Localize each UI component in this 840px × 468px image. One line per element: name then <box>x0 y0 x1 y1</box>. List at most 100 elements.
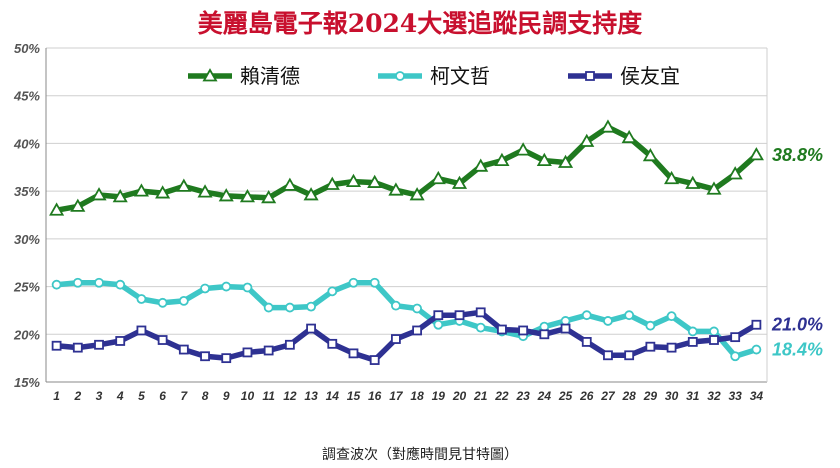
data-point <box>518 325 529 336</box>
data-point <box>263 345 274 356</box>
end-value-label: 38.8% <box>772 145 823 165</box>
data-point <box>136 294 147 304</box>
x-tick-label: 6 <box>159 389 166 403</box>
legend-label: 賴清德 <box>240 64 300 88</box>
data-point <box>433 319 444 330</box>
x-tick-label: 3 <box>96 389 103 403</box>
x-tick-label: 31 <box>686 389 700 403</box>
data-point <box>709 335 719 345</box>
data-point <box>600 119 616 133</box>
data-point <box>94 277 104 288</box>
data-point <box>603 350 613 361</box>
data-point <box>624 310 635 321</box>
x-tick-label: 23 <box>515 389 530 403</box>
data-point <box>709 326 719 337</box>
data-point <box>751 319 762 330</box>
data-point <box>176 178 192 192</box>
data-point <box>579 133 595 147</box>
data-point <box>178 344 189 355</box>
x-tick-label: 24 <box>537 389 552 403</box>
x-tick-label: 19 <box>432 389 446 403</box>
data-point <box>515 142 531 156</box>
data-point <box>115 279 126 290</box>
data-point <box>155 185 171 199</box>
data-point <box>263 302 274 313</box>
data-point <box>282 177 298 191</box>
legend-item: 侯友宜 <box>568 64 680 88</box>
data-point <box>239 189 256 203</box>
x-tick-label: 15 <box>347 389 361 403</box>
data-point <box>112 189 128 203</box>
data-point <box>303 187 319 201</box>
series-circle <box>51 277 762 362</box>
data-point <box>539 329 550 340</box>
data-point <box>369 277 380 288</box>
data-point <box>645 320 656 331</box>
x-tick-label: 16 <box>368 389 382 403</box>
data-point <box>730 332 741 343</box>
x-tick-label: 27 <box>600 389 616 403</box>
x-tick-label: 9 <box>223 389 230 403</box>
data-point <box>367 174 383 188</box>
data-point <box>197 184 213 198</box>
x-tick-label: 25 <box>558 389 573 403</box>
data-point <box>306 323 316 334</box>
end-labels: 38.8% 18.4% 21.0% <box>771 145 823 360</box>
data-point <box>451 175 468 189</box>
series-triangle <box>49 119 764 216</box>
data-point <box>348 277 359 288</box>
y-tick-label: 50% <box>14 41 40 56</box>
legend-marker <box>202 68 218 82</box>
x-tick-label: 8 <box>202 389 209 403</box>
legend-marker <box>395 71 405 81</box>
legend-label: 柯文哲 <box>430 64 490 88</box>
data-point <box>412 303 423 314</box>
y-axis-ticks: 15% 20% 25% 30% 35% 40% 45% 50% <box>13 41 40 390</box>
data-point <box>388 182 404 196</box>
data-point <box>685 175 701 189</box>
series-line <box>56 309 758 363</box>
x-tick-label: 11 <box>262 389 275 403</box>
data-point <box>306 301 316 312</box>
data-point <box>284 302 295 313</box>
data-point <box>136 325 147 336</box>
x-tick-label: 33 <box>729 389 743 403</box>
data-point <box>557 154 574 168</box>
x-tick-label: 18 <box>410 389 424 403</box>
series-line <box>56 280 758 359</box>
y-tick-label: 45% <box>13 89 40 104</box>
data-point <box>603 316 613 326</box>
data-point <box>345 173 362 188</box>
legend-label: 侯友宜 <box>620 64 680 88</box>
x-tick-label: 20 <box>452 389 467 403</box>
data-point <box>51 279 62 290</box>
data-point <box>51 340 62 351</box>
x-tick-label: 12 <box>283 389 297 403</box>
y-tick-label: 15% <box>14 375 40 390</box>
data-point <box>200 351 210 362</box>
data-point <box>409 187 425 201</box>
data-point <box>730 351 741 362</box>
chart-title: 美麗島電子報2024大選追蹤民調支持度 <box>198 9 643 38</box>
x-tick-label: 21 <box>473 389 488 403</box>
data-point <box>666 342 677 353</box>
x-tick-label: 26 <box>579 389 594 403</box>
data-point <box>497 324 507 335</box>
x-tick-label: 2 <box>73 389 81 403</box>
series-layer <box>49 119 764 365</box>
data-point <box>242 347 253 358</box>
y-tick-label: 35% <box>14 184 40 199</box>
data-point <box>91 187 107 201</box>
data-point <box>200 283 210 294</box>
data-point <box>94 339 104 350</box>
series-line <box>56 124 759 213</box>
x-tick-label: 1 <box>53 389 60 403</box>
x-tick-label: 4 <box>116 389 124 403</box>
data-point <box>133 183 149 197</box>
data-point <box>642 148 658 162</box>
data-point <box>221 281 232 292</box>
data-point <box>348 348 359 359</box>
data-point <box>536 152 552 167</box>
data-point <box>751 344 762 355</box>
